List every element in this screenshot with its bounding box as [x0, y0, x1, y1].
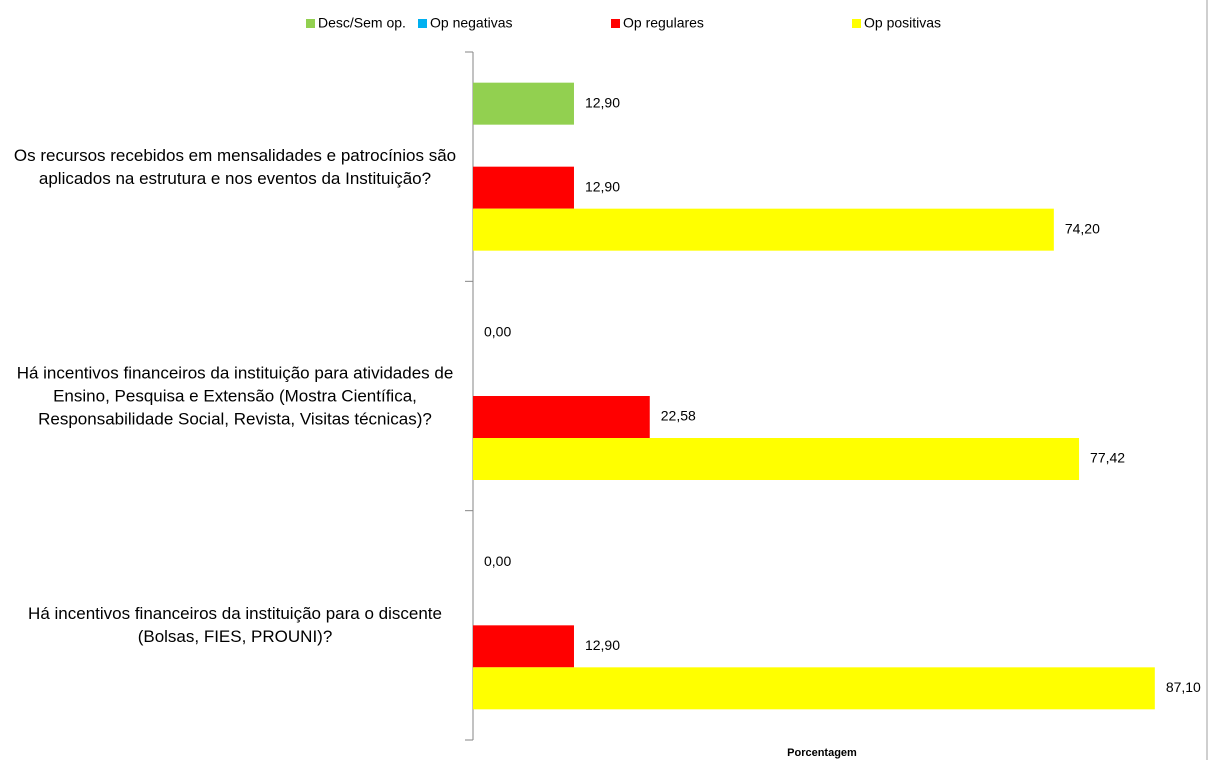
legend-label: Op regulares: [623, 15, 704, 31]
bar: [473, 166, 574, 209]
value-label: 77,42: [1090, 450, 1125, 466]
bar: [473, 396, 650, 438]
value-label: 22,58: [661, 408, 696, 424]
bar: [473, 208, 1054, 251]
legend-swatch: [306, 19, 315, 28]
value-label: 0,00: [484, 553, 511, 569]
legend-label: Desc/Sem op.: [318, 15, 406, 31]
legend-swatch: [611, 19, 620, 28]
legend-label: Op negativas: [430, 15, 513, 31]
category-label: Os recursos recebidos em mensalidades e …: [13, 145, 457, 188]
category-label: Há incentivos financeiros da instituição…: [16, 363, 454, 429]
value-label: 12,90: [585, 178, 620, 194]
x-axis-label: Porcentagem: [787, 747, 857, 759]
category-label: Há incentivos financeiros da instituição…: [28, 604, 442, 647]
legend-swatch: [852, 19, 861, 28]
legend-label: Op positivas: [864, 15, 941, 31]
bar: [473, 667, 1155, 710]
bar: [473, 625, 574, 668]
value-label: 12,90: [585, 94, 620, 110]
value-label: 0,00: [484, 324, 511, 340]
value-label: 87,10: [1166, 679, 1201, 695]
legend-swatch: [418, 19, 427, 28]
bar: [473, 82, 574, 125]
value-label: 12,90: [585, 637, 620, 653]
value-label: 74,20: [1065, 220, 1100, 236]
bar: [473, 438, 1080, 480]
